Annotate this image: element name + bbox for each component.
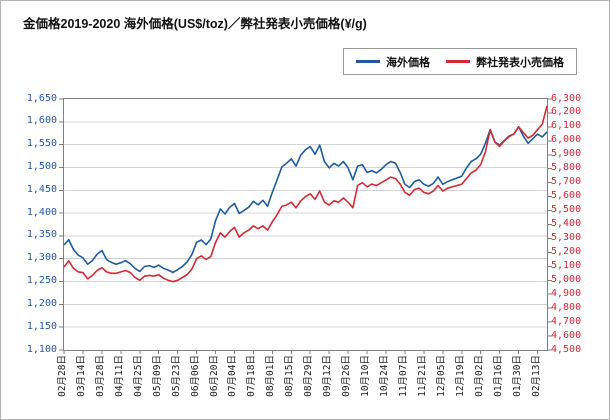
legend-label-retail-price: 弊社発表小売価格 [476, 56, 564, 69]
legend: 海外価格 弊社発表小売価格 [343, 48, 577, 75]
x-axis-tick-label: 08月29日 [303, 355, 315, 397]
right-axis-tick-label: 5,300 [551, 231, 582, 243]
x-axis-tick-label: 12月19日 [454, 355, 466, 397]
legend-item-retail-price: 弊社発表小売価格 [446, 54, 564, 70]
x-axis-tick-label: 08月01日 [265, 355, 277, 397]
legend-label-overseas-price: 海外価格 [386, 56, 430, 69]
x-axis-tick-label: 01月30日 [511, 355, 523, 397]
x-axis-tick-label: 02月28日 [57, 355, 68, 397]
right-axis-tick-label: 5,600 [551, 190, 582, 202]
x-axis-tick-label: 04月11日 [113, 355, 125, 397]
x-axis-tick-label: 03月14日 [75, 355, 87, 397]
x-axis-tick-label: 02月13日 [530, 355, 542, 397]
right-axis-tick-label: 5,900 [551, 148, 582, 160]
x-axis-tick-label: 11月21日 [416, 355, 428, 397]
x-axis-tick-label: 11月07日 [397, 355, 409, 397]
right-axis-tick-label: 4,500 [551, 343, 582, 355]
right-axis-tick-label: 6,000 [551, 134, 582, 146]
right-axis-tick-label: 4,900 [551, 287, 582, 299]
plot-area [59, 98, 552, 354]
retail-price-line-swatch [446, 60, 470, 63]
left-axis-tick-label: 1,600 [26, 115, 57, 127]
left-axis-tick-label: 1,400 [26, 206, 57, 218]
left-axis-tick-label: 1,200 [26, 297, 57, 309]
x-axis-tick-label: 03月28日 [94, 355, 106, 397]
left-axis-tick-label: 1,100 [26, 343, 57, 355]
x-axis-tick-label: 05月09日 [151, 355, 163, 397]
x-axis-tick-label: 05月23日 [170, 355, 182, 397]
right-axis-tick-label: 6,100 [551, 120, 582, 132]
right-axis-tick-label: 5,400 [551, 218, 582, 229]
x-axis-tick-label: 01月02日 [473, 355, 485, 397]
left-axis-tick-label: 1,250 [26, 275, 57, 287]
left-axis-tick-label: 1,300 [26, 252, 57, 264]
left-axis-tick-label: 1,550 [26, 138, 57, 150]
x-axis-tick-label: 09月12日 [322, 355, 334, 397]
right-axis-tick-label: 5,800 [551, 162, 582, 174]
right-axis-tick-label: 6,200 [551, 106, 582, 118]
x-axis-tick-label: 06月06日 [189, 355, 201, 397]
x-axis-tick-label: 07月18日 [246, 355, 258, 397]
right-axis-tick-label: 6,300 [551, 92, 582, 104]
x-axis-tick-label: 09月26日 [341, 355, 353, 397]
legend-item-overseas-price: 海外価格 [356, 54, 430, 70]
series-line-overseas-price [63, 125, 548, 274]
x-axis-tick-label: 01月16日 [492, 355, 504, 397]
x-axis-tick-label: 06月20日 [208, 355, 220, 397]
left-axis-tick-label: 1,450 [26, 183, 57, 195]
left-axis-tick-label: 1,650 [26, 92, 57, 104]
right-axis-tick-label: 5,700 [551, 176, 582, 188]
x-axis-tick-label: 10月24日 [379, 355, 390, 397]
x-axis-tick-label: 07月04日 [227, 355, 239, 397]
x-axis-tick-label: 04月25日 [132, 355, 144, 397]
left-axis-tick-label: 1,500 [26, 160, 57, 172]
right-axis-tick-label: 4,600 [551, 329, 582, 341]
x-axis-tick-label: 10月10日 [360, 355, 372, 397]
left-axis-tick-label: 1,150 [26, 320, 57, 332]
right-axis-tick-label: 4,700 [551, 315, 582, 327]
series-line-retail-price [63, 105, 548, 283]
right-axis-tick-label: 5,500 [551, 204, 582, 216]
right-axis-tick-label: 5,100 [551, 259, 582, 271]
left-axis-tick-label: 1,350 [26, 229, 57, 241]
x-axis-tick-label: 12月05日 [435, 355, 447, 397]
overseas-price-line-swatch [356, 60, 380, 63]
right-axis-tick-label: 5,000 [551, 273, 582, 285]
right-axis-tick-label: 5,200 [551, 245, 582, 257]
plot-svg [59, 98, 552, 354]
right-axis-tick-label: 4,800 [551, 301, 582, 313]
x-axis-tick-label: 08月15日 [284, 355, 296, 397]
chart-title: 金価格2019-2020 海外価格(US$/toz)／弊社発表小売価格(¥/g) [23, 17, 367, 31]
